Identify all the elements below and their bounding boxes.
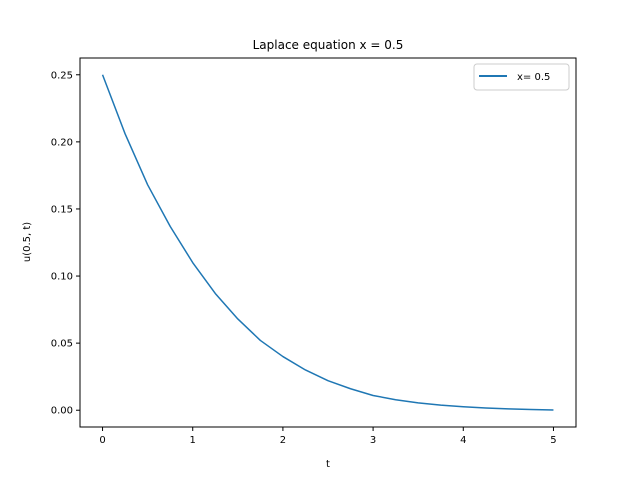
series-layer: [101, 74, 554, 411]
legend-box: [473, 63, 570, 91]
x-tick-label: 2: [280, 435, 286, 446]
x-tick-label: 1: [190, 435, 196, 446]
plot-area: 0 1 2 3 4 5 0.00 0.05 0.10 0.15 0.20 0.25: [51, 57, 577, 446]
chart-title: Laplace equation x = 0.5: [253, 38, 404, 52]
y-tick-label: 0.00: [51, 406, 73, 417]
y-axis-label: u(0.5, t): [22, 222, 33, 262]
x-tick-label: 0: [99, 435, 105, 446]
x-axis-label: t: [326, 459, 330, 470]
axes-frame: [79, 57, 577, 428]
x-tick-label: 3: [370, 435, 376, 446]
y-axis-ticks: 0.00 0.05 0.10 0.15 0.20 0.25: [51, 70, 80, 417]
x-axis-ticks: 0 1 2 3 4 5: [99, 427, 557, 446]
y-tick-label: 0.15: [51, 204, 73, 215]
y-tick-label: 0.20: [51, 137, 73, 148]
y-tick-label: 0.05: [51, 339, 73, 350]
y-tick-label: 0.25: [51, 70, 73, 81]
x-tick-label: 5: [550, 435, 556, 446]
series-line-0: [101, 74, 554, 411]
x-tick-label: 4: [460, 435, 466, 446]
legend: x= 0.5: [473, 63, 570, 91]
y-tick-label: 0.10: [51, 272, 73, 283]
legend-entry-label: x= 0.5: [517, 72, 550, 83]
